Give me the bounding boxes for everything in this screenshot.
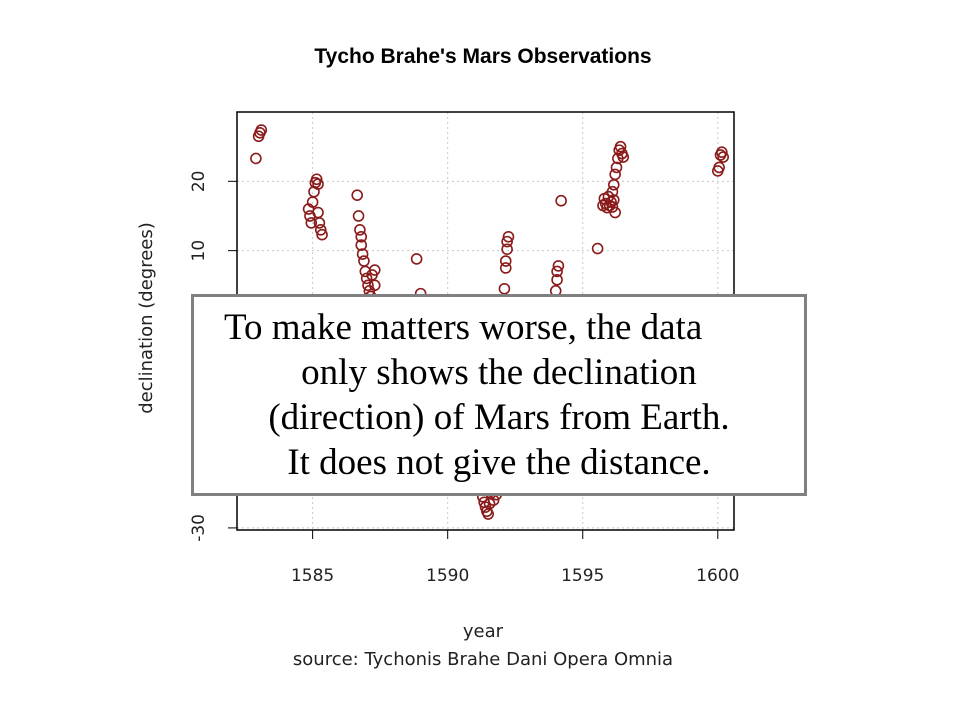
- data-point-97: [609, 206, 621, 219]
- data-point-29: [368, 264, 381, 276]
- data-point-98: [606, 185, 619, 198]
- data-point-81: [551, 273, 563, 286]
- y-tick-label-0: -30: [189, 514, 209, 542]
- x-tick-label-3: 1600: [696, 566, 739, 586]
- data-point-6: [305, 217, 318, 229]
- data-point-17: [352, 210, 365, 222]
- x-tick-label-2: 1595: [561, 566, 604, 586]
- callout-box: To make matters worse, the data only sho…: [191, 294, 807, 496]
- data-point-22: [358, 255, 370, 267]
- data-point-84: [555, 194, 567, 207]
- y-tick-label-5: 20: [189, 170, 209, 192]
- data-point-14: [314, 224, 327, 236]
- data-point-64: [498, 282, 511, 295]
- x-tick-label-0: 1585: [291, 566, 334, 586]
- y-tick-label-4: 10: [189, 240, 209, 262]
- data-point-0: [250, 152, 262, 165]
- data-point-110: [716, 146, 728, 159]
- x-axis-label: year: [463, 621, 504, 642]
- data-point-95: [606, 201, 619, 213]
- data-point-69: [502, 230, 515, 243]
- x-axis: 1585 1590 1595 1600: [291, 530, 739, 586]
- data-point-3: [255, 124, 268, 136]
- data-point-66: [499, 255, 512, 267]
- data-point-67: [501, 243, 513, 256]
- data-point-68: [501, 235, 513, 248]
- data-point-15: [316, 228, 328, 241]
- data-point-18: [354, 224, 366, 236]
- data-point-106: [617, 151, 630, 163]
- data-point-104: [614, 140, 627, 153]
- data-point-65: [499, 262, 512, 274]
- data-point-35: [410, 253, 423, 265]
- callout-line-4: It does not give the distance.: [287, 442, 711, 483]
- data-point-30: [368, 279, 381, 292]
- x-tick-label-1: 1590: [426, 566, 469, 586]
- data-point-96: [608, 194, 620, 206]
- y-axis-label: declination (degrees): [136, 222, 157, 414]
- data-point-25: [362, 279, 374, 292]
- callout-line-2: only shows the declination: [301, 352, 697, 393]
- data-point-10: [310, 173, 323, 186]
- data-point-87: [591, 242, 604, 255]
- data-point-16: [351, 189, 363, 201]
- data-point-19: [355, 230, 368, 243]
- data-point-83: [552, 260, 565, 272]
- data-point-13: [313, 217, 326, 229]
- data-point-108: [713, 161, 725, 174]
- data-point-82: [551, 265, 563, 278]
- data-point-111: [717, 151, 729, 163]
- data-point-21: [356, 248, 369, 260]
- chart-title: Tycho Brahe's Mars Observations: [314, 45, 651, 68]
- data-point-100: [609, 168, 621, 181]
- data-point-11: [312, 178, 324, 190]
- callout-line-1: To make matters worse, the data: [224, 307, 703, 348]
- callout-line-3: (direction) of Mars from Earth.: [268, 397, 730, 438]
- source-caption: source: Tychonis Brahe Dani Opera Omnia: [293, 649, 673, 670]
